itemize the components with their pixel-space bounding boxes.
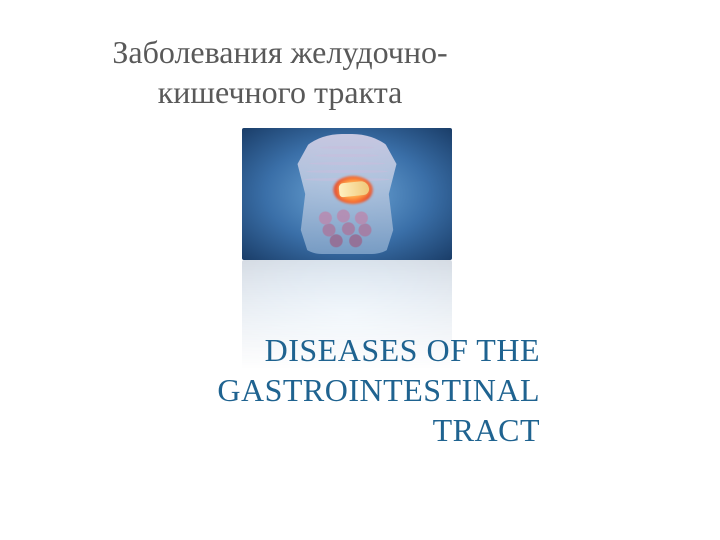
presentation-slide: Заболевания желудочно-кишечного тракта D… xyxy=(0,0,720,540)
slide-title-russian: Заболевания желудочно-кишечного тракта xyxy=(70,32,490,112)
intestines-icon xyxy=(311,208,383,248)
gi-tract-illustration xyxy=(242,128,452,260)
torso-shape xyxy=(277,134,417,254)
slide-title-english: DISEASES OF THE GASTROINTESTINAL TRACT xyxy=(140,330,540,450)
